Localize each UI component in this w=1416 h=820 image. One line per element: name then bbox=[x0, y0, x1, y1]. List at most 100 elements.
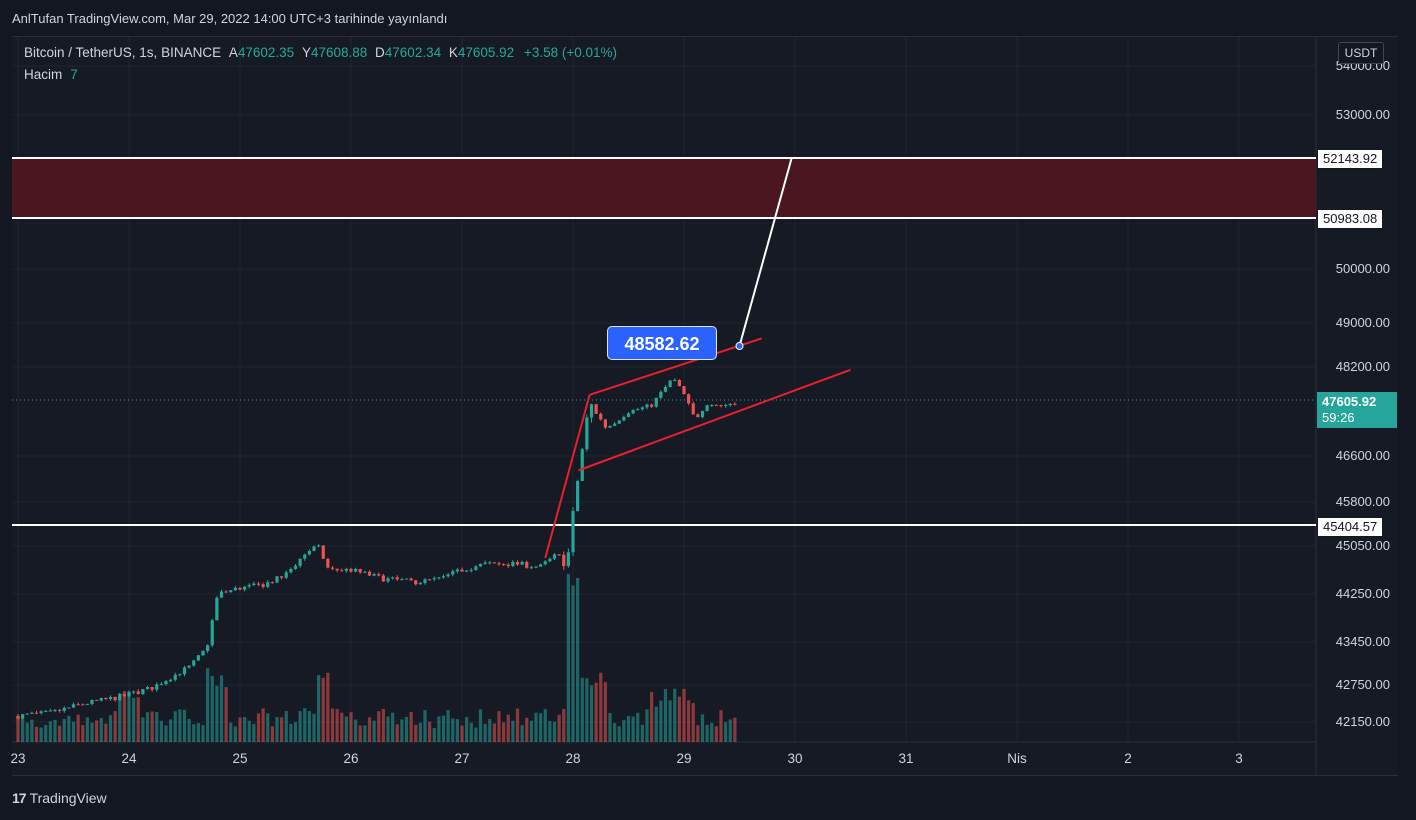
volume-bar bbox=[113, 711, 117, 742]
x-tick-label: 25 bbox=[232, 751, 247, 766]
volume-bar bbox=[640, 724, 644, 742]
volume-bar bbox=[645, 709, 649, 742]
candle-body bbox=[44, 710, 48, 712]
candle-body bbox=[617, 420, 621, 424]
volume-bar bbox=[280, 717, 284, 742]
candle-body bbox=[247, 585, 251, 587]
volume-bar bbox=[99, 718, 103, 742]
volume-bar bbox=[460, 725, 464, 742]
currency-button[interactable]: USDT bbox=[1338, 42, 1384, 64]
candle-body bbox=[548, 558, 552, 562]
volume-bar bbox=[677, 696, 681, 742]
candle-body bbox=[650, 404, 654, 407]
volume-bar bbox=[659, 700, 663, 742]
candle-body bbox=[326, 558, 330, 568]
candle-body bbox=[455, 569, 459, 572]
volume-bar bbox=[141, 717, 145, 742]
volume-bar bbox=[48, 721, 52, 742]
volume-bar bbox=[733, 717, 737, 742]
volume-bar bbox=[349, 712, 353, 742]
volume-bar bbox=[58, 725, 62, 742]
candle-body bbox=[663, 386, 668, 392]
volume-bar bbox=[256, 713, 261, 742]
candle-body bbox=[668, 380, 672, 387]
volume-legend: Hacim 7 bbox=[24, 67, 78, 82]
candle-body bbox=[654, 397, 658, 407]
candle-body bbox=[243, 586, 247, 590]
candle-body bbox=[710, 404, 714, 406]
symbol-label[interactable]: Bitcoin / TetherUS, 1s, BINANCE bbox=[24, 45, 222, 60]
candle-body bbox=[62, 707, 66, 711]
volume-bar bbox=[691, 703, 695, 742]
candle-body bbox=[677, 379, 681, 387]
candle-body bbox=[502, 564, 506, 566]
volume-bar bbox=[451, 718, 455, 742]
candle-body bbox=[589, 404, 594, 418]
candle-body bbox=[728, 403, 732, 406]
volume-bar bbox=[728, 719, 732, 742]
y-tick-label: 53000.00 bbox=[1336, 107, 1390, 122]
x-tick-label: 2 bbox=[1124, 751, 1132, 766]
candle-body bbox=[349, 568, 353, 572]
volume-bar bbox=[16, 716, 20, 742]
volume-bar bbox=[437, 716, 441, 742]
volume-bar bbox=[108, 715, 113, 742]
volume-bar bbox=[367, 717, 372, 742]
y-tick-label: 42150.00 bbox=[1336, 714, 1390, 729]
volume-bar bbox=[21, 717, 25, 742]
candle-body bbox=[381, 575, 385, 582]
candle-body bbox=[613, 423, 617, 426]
volume-bar bbox=[206, 668, 210, 742]
volume-bar bbox=[506, 714, 510, 742]
volume-bar bbox=[53, 719, 57, 742]
candle-body bbox=[187, 665, 191, 668]
target-projection-line bbox=[738, 157, 793, 347]
candle-body bbox=[307, 550, 311, 555]
candle-body bbox=[492, 562, 496, 564]
candle-body bbox=[303, 554, 307, 559]
candle-body bbox=[400, 579, 404, 581]
candle-body bbox=[81, 704, 85, 706]
footer-branding[interactable]: 17 TradingView bbox=[12, 790, 107, 806]
volume-bar bbox=[446, 710, 450, 742]
candle-body bbox=[395, 577, 399, 580]
volume-bar bbox=[95, 720, 99, 742]
volume-bar bbox=[594, 682, 598, 742]
target-price-callout[interactable]: 48582.62 bbox=[607, 326, 717, 360]
volume-bar bbox=[529, 720, 533, 742]
volume-bar bbox=[201, 724, 205, 742]
candle-body bbox=[113, 697, 117, 701]
volume-bar bbox=[571, 585, 575, 742]
candle-body bbox=[687, 394, 691, 404]
volume-bar bbox=[714, 726, 718, 742]
candle-body bbox=[99, 697, 103, 701]
candle-body bbox=[233, 587, 237, 591]
pennant-upper-line bbox=[589, 337, 763, 396]
volume-bar bbox=[71, 721, 76, 742]
candle-body bbox=[270, 582, 274, 584]
candle-body bbox=[150, 686, 154, 690]
volume-label[interactable]: Hacim bbox=[24, 67, 63, 82]
volume-bar bbox=[136, 697, 140, 742]
candle-body bbox=[340, 570, 344, 572]
volume-bar bbox=[673, 688, 677, 742]
volume-bar bbox=[483, 723, 487, 742]
candle-body bbox=[256, 583, 261, 585]
volume-bar bbox=[585, 678, 589, 742]
volume-bar bbox=[307, 711, 311, 742]
candle-body bbox=[85, 703, 89, 705]
candle-body bbox=[626, 413, 631, 417]
volume-bar bbox=[589, 685, 594, 742]
candle-body bbox=[418, 582, 422, 585]
volume-bar bbox=[687, 700, 691, 742]
y-tick-label: 43450.00 bbox=[1336, 634, 1390, 649]
candle-body bbox=[673, 379, 677, 381]
volume-bar bbox=[330, 708, 335, 742]
candle-body bbox=[275, 576, 279, 583]
candle-body bbox=[529, 567, 533, 569]
volume-bar bbox=[81, 724, 85, 742]
candle-body bbox=[691, 403, 695, 415]
chart-legend: Bitcoin / TetherUS, 1s, BINANCE A47602.3… bbox=[24, 45, 617, 60]
volume-bar bbox=[636, 712, 640, 742]
